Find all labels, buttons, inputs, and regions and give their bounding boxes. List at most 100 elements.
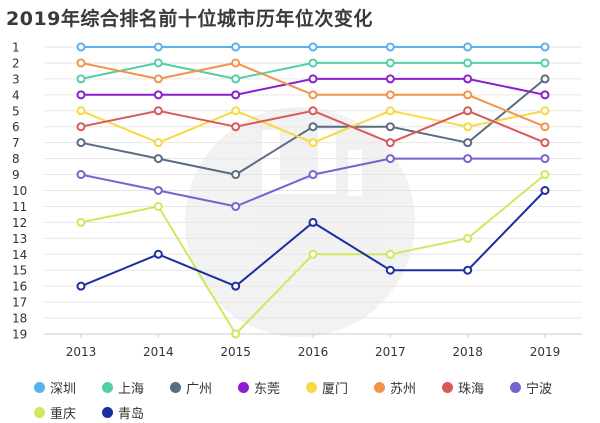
legend-item[interactable]: 苏州 [374, 378, 442, 397]
data-point [308, 106, 318, 116]
y-tick-label: 16 [12, 280, 27, 294]
y-tick-label: 13 [12, 232, 27, 246]
data-point [308, 74, 318, 84]
data-point [153, 90, 163, 100]
data-point [308, 170, 318, 180]
data-point [308, 217, 318, 227]
legend-item[interactable]: 深圳 [34, 378, 102, 397]
legend-label: 上海 [118, 382, 145, 397]
data-point [308, 249, 318, 259]
data-point [463, 90, 473, 100]
legend-dot-icon [374, 382, 385, 393]
data-point [76, 217, 86, 227]
legend-dot-icon [34, 382, 45, 393]
data-point [76, 138, 86, 148]
data-point [231, 281, 241, 291]
series-东莞 [76, 74, 550, 100]
data-point [153, 186, 163, 195]
legend-item[interactable]: 重庆 [34, 403, 102, 422]
legend-label: 东莞 [254, 382, 281, 397]
y-tick-label: 9 [12, 168, 20, 182]
y-tick-label: 14 [12, 248, 27, 262]
data-point [385, 58, 395, 68]
legend-item[interactable]: 宁波 [510, 378, 578, 397]
series-上海 [76, 58, 550, 84]
legend-item[interactable]: 广州 [170, 378, 238, 397]
data-point [231, 42, 241, 52]
legend-dot-icon [170, 382, 181, 393]
data-point [231, 329, 241, 339]
legend-item[interactable]: 东莞 [238, 378, 306, 397]
data-point [540, 154, 550, 164]
data-point [385, 74, 395, 84]
legend-label: 厦门 [322, 382, 349, 397]
legend-label: 重庆 [50, 407, 77, 422]
data-point [231, 170, 241, 180]
y-tick-label: 15 [12, 264, 27, 278]
y-tick-label: 3 [12, 72, 20, 86]
y-tick-label: 1 [12, 41, 20, 55]
x-tick-label: 2019 [530, 345, 561, 359]
data-point [153, 138, 163, 148]
data-point [540, 42, 550, 52]
series-广州 [76, 74, 550, 180]
data-point [231, 106, 241, 116]
data-point [463, 265, 473, 275]
series-苏州 [76, 58, 550, 132]
data-point [463, 106, 473, 116]
series-厦门 [76, 106, 550, 148]
legend-label: 宁波 [526, 382, 553, 397]
series-宁波 [76, 154, 550, 211]
data-point [308, 58, 318, 68]
legend-dot-icon [306, 382, 317, 393]
y-tick-label: 2 [12, 56, 20, 70]
data-point [540, 138, 550, 148]
series-layer [76, 42, 550, 339]
data-point [76, 58, 86, 68]
data-point [153, 201, 163, 211]
data-point [463, 42, 473, 52]
data-point [385, 90, 395, 100]
legend-dot-icon [510, 382, 521, 393]
data-point [540, 170, 550, 180]
x-tick-label: 2014 [143, 345, 174, 359]
legend-label: 深圳 [50, 382, 77, 397]
legend: 深圳 上海 广州 东莞 厦门 苏州 珠海 宁波重庆 青岛 [34, 378, 590, 422]
data-point [76, 281, 86, 291]
legend-item[interactable]: 珠海 [442, 378, 510, 397]
x-axis: 2013 2014 2015 2016 2017 2018 2019 [44, 333, 582, 359]
data-point [308, 122, 318, 132]
data-point [231, 74, 241, 84]
data-point [540, 186, 550, 195]
data-point [540, 90, 550, 100]
x-tick-label: 2017 [375, 345, 406, 359]
data-point [153, 154, 163, 164]
y-tick-label: 17 [12, 296, 27, 310]
y-tick-label: 5 [12, 104, 20, 118]
legend-label: 青岛 [118, 407, 145, 422]
data-point [76, 90, 86, 100]
legend-dot-icon [102, 407, 113, 418]
y-tick-label: 4 [12, 88, 20, 102]
data-point [463, 74, 473, 84]
data-point [308, 138, 318, 148]
legend-dot-icon [442, 382, 453, 393]
data-point [540, 106, 550, 116]
series-青岛 [76, 186, 550, 291]
chart-title: 2019年综合排名前十位城市历年位次变化 [6, 8, 373, 30]
legend-item[interactable]: 厦门 [306, 378, 374, 397]
legend-item[interactable]: 青岛 [102, 403, 170, 422]
data-point [463, 138, 473, 148]
legend-label: 珠海 [458, 382, 485, 397]
legend-item[interactable]: 上海 [102, 378, 170, 397]
legend-label: 苏州 [390, 382, 417, 397]
series-重庆 [76, 170, 550, 339]
data-point [463, 58, 473, 68]
data-point [385, 106, 395, 116]
data-point [76, 106, 86, 116]
x-tick-label: 2016 [298, 345, 329, 359]
data-point [231, 90, 241, 100]
legend-dot-icon [238, 382, 249, 393]
data-point [385, 42, 395, 52]
